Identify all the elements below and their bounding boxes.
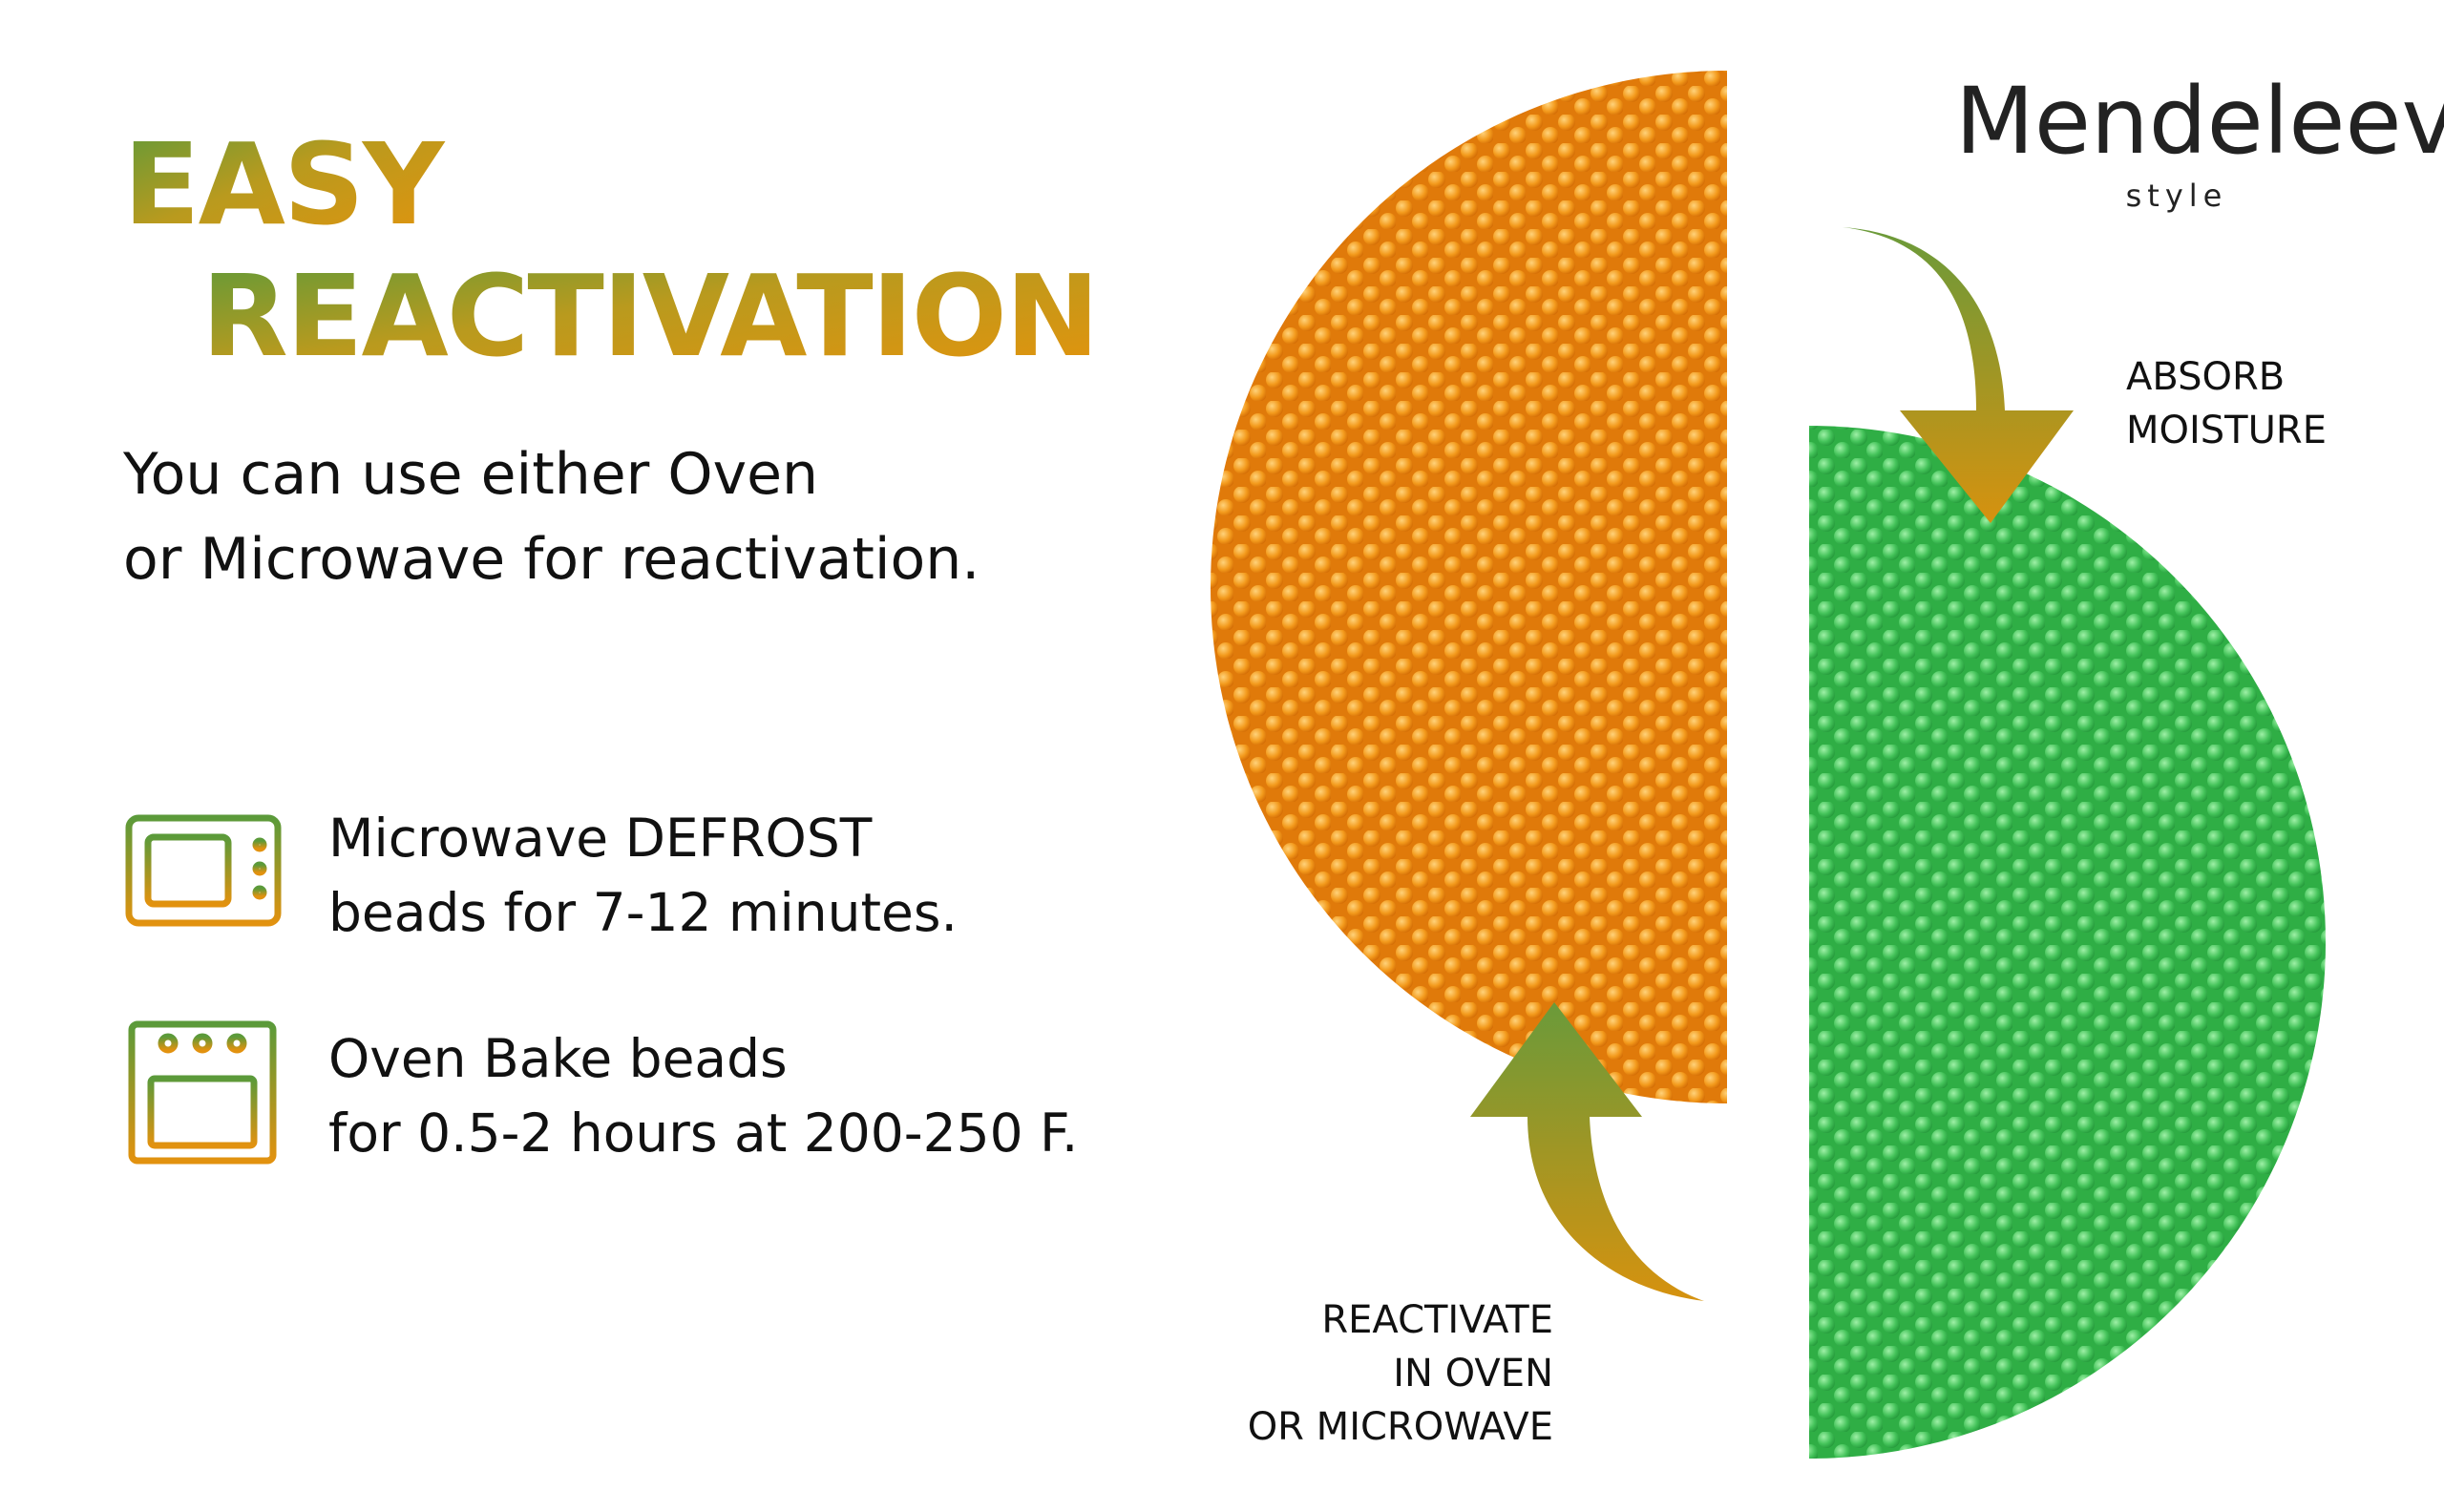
reactivate-label: IN OVEN xyxy=(1393,1352,1553,1396)
arrow-absorb xyxy=(1843,227,2074,523)
brand-tagline: style xyxy=(2126,178,2228,214)
arrow-reactivate xyxy=(1470,1002,1704,1301)
method-text: Oven Bake beads xyxy=(328,1028,788,1089)
method-text: for 0.5-2 hours at 200-250 F. xyxy=(328,1102,1078,1164)
subtitle-line: or Microwave for reactivation. xyxy=(123,526,980,593)
microwave-icon xyxy=(125,814,282,933)
reactivate-label: OR MICROWAVE xyxy=(1248,1405,1553,1449)
title-line: EASY xyxy=(123,118,446,250)
absorb-label: MOISTURE xyxy=(2126,409,2327,452)
reactivate-label: REACTIVATE xyxy=(1321,1298,1553,1342)
orange-beads xyxy=(1211,71,1727,1103)
subtitle-line: You can use either Oven xyxy=(122,441,818,508)
title-line: REACTIVATION xyxy=(201,250,1098,382)
green-beads xyxy=(1809,426,2326,1459)
oven-icon xyxy=(128,1020,277,1165)
method-text: beads for 7-12 minutes. xyxy=(328,882,958,943)
absorb-label: ABSORB xyxy=(2126,355,2285,399)
method-text: Microwave DEFROST xyxy=(328,808,873,869)
brand-name: Mendeleev xyxy=(1955,68,2444,175)
